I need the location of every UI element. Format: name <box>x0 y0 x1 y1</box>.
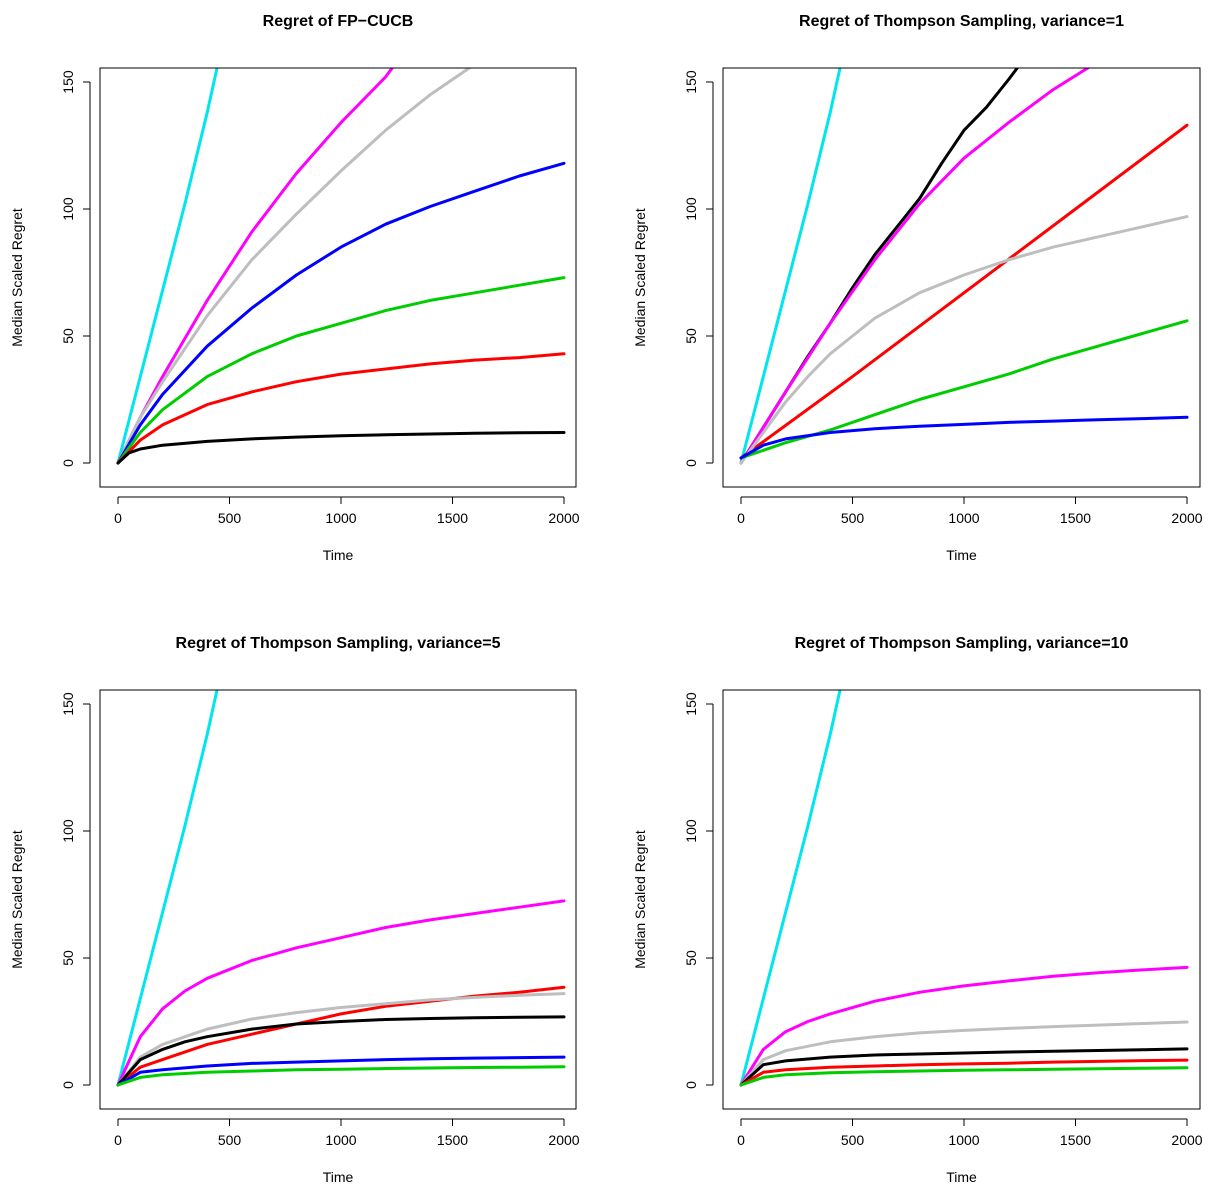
x-tick-label: 1000 <box>948 1132 979 1148</box>
x-tick-label: 500 <box>218 1132 242 1148</box>
series-line-2 <box>116 68 395 465</box>
series-group <box>116 690 566 1087</box>
x-tick-label: 0 <box>737 1132 745 1148</box>
chart-panel-4: Regret of Thompson Sampling, variance=10… <box>632 635 1203 1185</box>
plot-frame <box>99 67 577 488</box>
x-tick-label: 1000 <box>948 510 979 526</box>
series-line-4 <box>739 1047 1189 1087</box>
y-tick-label: 50 <box>683 950 699 966</box>
series-line-2 <box>739 68 1020 465</box>
y-axis-label: Median Scaled Regret <box>9 208 25 347</box>
x-axis-label: Time <box>323 1169 354 1185</box>
x-tick-label: 2000 <box>548 510 579 526</box>
series-line-1 <box>116 690 219 1087</box>
series-line-7 <box>739 415 1189 460</box>
chart-title: Regret of FP−CUCB <box>263 13 414 30</box>
y-tick-label: 150 <box>683 70 699 94</box>
series-line-2 <box>116 899 566 1087</box>
chart-title: Regret of Thompson Sampling, variance=1 <box>799 13 1124 30</box>
series-line-5 <box>739 215 1189 465</box>
x-tick-label: 1000 <box>325 1132 356 1148</box>
series-line-6 <box>116 1055 566 1087</box>
series-line-5 <box>116 276 566 465</box>
y-tick-label: 150 <box>60 70 76 94</box>
series-line-4 <box>739 123 1189 460</box>
series-line-6 <box>739 1066 1189 1087</box>
y-tick-label: 100 <box>683 197 699 221</box>
x-tick-label: 1500 <box>1060 510 1091 526</box>
series-line-3 <box>116 68 472 465</box>
series-line-3 <box>739 1020 1189 1087</box>
plot-frame <box>722 67 1201 488</box>
series-line-7 <box>116 431 566 465</box>
x-tick-label: 500 <box>841 1132 865 1148</box>
x-tick-label: 2000 <box>1171 510 1202 526</box>
plot-frame <box>722 689 1201 1110</box>
y-tick-label: 100 <box>683 819 699 843</box>
x-axis-label: Time <box>946 1169 977 1185</box>
series-line-5 <box>116 1015 566 1087</box>
y-tick-label: 0 <box>683 459 699 467</box>
series-line-2 <box>739 965 1189 1087</box>
y-tick-label: 0 <box>60 1081 76 1089</box>
x-tick-label: 500 <box>841 510 865 526</box>
plot-frame <box>99 689 577 1110</box>
series-line-1 <box>739 690 842 1087</box>
x-axis-label: Time <box>323 547 354 563</box>
series-line-6 <box>116 352 566 465</box>
x-tick-label: 0 <box>114 510 122 526</box>
series-line-5 <box>739 1058 1189 1087</box>
y-tick-label: 150 <box>60 692 76 716</box>
x-tick-label: 2000 <box>1171 1132 1202 1148</box>
x-tick-label: 2000 <box>548 1132 579 1148</box>
y-tick-label: 0 <box>60 459 76 467</box>
series-line-4 <box>116 992 566 1087</box>
chart-panel-1: Regret of FP−CUCB 0 500 1000 1500 2000 Time 0 50… <box>9 13 580 563</box>
y-tick-label: 150 <box>683 692 699 716</box>
y-tick-label: 100 <box>60 819 76 843</box>
series-group <box>116 68 566 465</box>
series-line-1 <box>116 68 219 465</box>
y-tick-label: 50 <box>60 950 76 966</box>
y-axis-label: Median Scaled Regret <box>632 830 648 969</box>
series-line-7 <box>116 1065 566 1087</box>
series-line-6 <box>739 319 1189 460</box>
x-tick-label: 1500 <box>437 1132 468 1148</box>
series-line-4 <box>116 161 566 465</box>
chart-panel-3: Regret of Thompson Sampling, variance=5 0… <box>9 635 580 1185</box>
series-group <box>739 690 1189 1087</box>
series-group <box>739 68 1189 465</box>
x-tick-label: 500 <box>218 510 242 526</box>
series-line-3 <box>116 985 566 1087</box>
y-axis-label: Median Scaled Regret <box>9 830 25 969</box>
y-tick-label: 0 <box>683 1081 699 1089</box>
chart-panel-2: Regret of Thompson Sampling, variance=1 0… <box>632 13 1203 563</box>
series-line-3 <box>739 68 1091 465</box>
series-line-1 <box>739 68 842 465</box>
x-tick-label: 1000 <box>325 510 356 526</box>
x-tick-label: 1500 <box>1060 1132 1091 1148</box>
chart-title: Regret of Thompson Sampling, variance=10 <box>795 635 1129 652</box>
y-axis-label: Median Scaled Regret <box>632 208 648 347</box>
chart-title: Regret of Thompson Sampling, variance=5 <box>176 635 501 652</box>
y-tick-label: 100 <box>60 197 76 221</box>
x-tick-label: 0 <box>737 510 745 526</box>
x-axis-label: Time <box>946 547 977 563</box>
y-tick-label: 50 <box>60 328 76 344</box>
x-tick-label: 0 <box>114 1132 122 1148</box>
y-tick-label: 50 <box>683 328 699 344</box>
x-tick-label: 1500 <box>437 510 468 526</box>
